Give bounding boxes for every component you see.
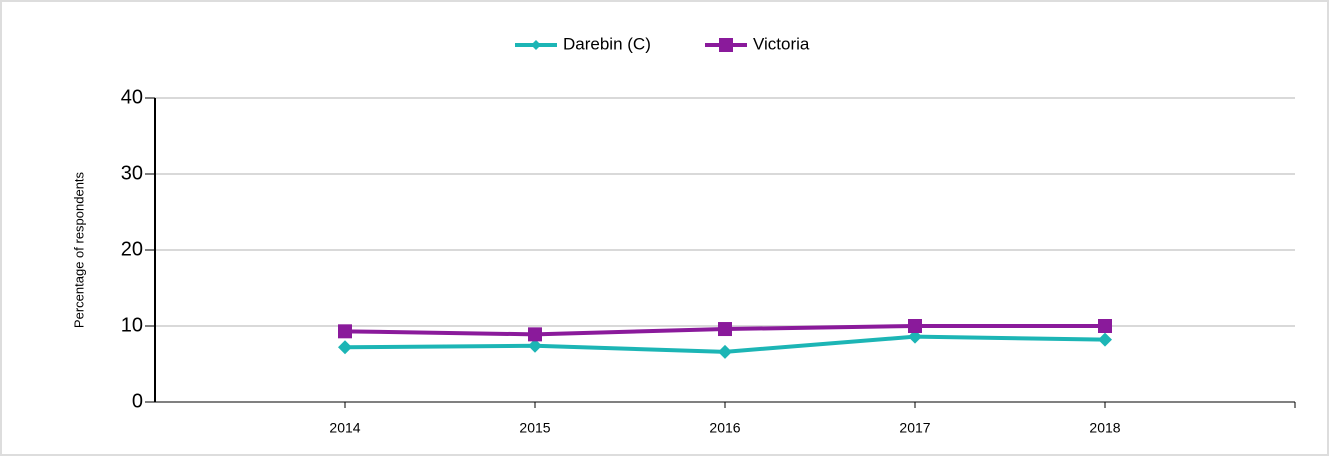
marker [1098, 332, 1112, 347]
y-tick-label: 0 [132, 390, 143, 412]
y-tick-label: 20 [121, 238, 143, 260]
x-tick-label: 2014 [329, 420, 360, 436]
marker [528, 338, 542, 353]
marker [718, 322, 732, 337]
y-tick-label: 30 [121, 162, 143, 184]
legend-marker [531, 40, 541, 50]
marker [338, 324, 352, 339]
marker [908, 329, 922, 344]
x-tick-label: 2016 [709, 420, 740, 436]
x-tick-label: 2015 [519, 420, 550, 436]
marker [1098, 319, 1112, 333]
x-tick-label: 2018 [1089, 420, 1120, 436]
y-tick-label: 40 [121, 86, 143, 108]
legend-marker [719, 38, 733, 52]
legend-item: Darebin (C) [515, 34, 651, 53]
y-axis-label: Percentage of respondents [71, 171, 86, 328]
marker [908, 319, 922, 333]
marker [338, 340, 352, 355]
legend-label: Victoria [753, 34, 810, 53]
legend-item: Victoria [705, 34, 810, 53]
marker [718, 344, 732, 359]
y-tick-label: 10 [121, 314, 143, 336]
marker [528, 327, 542, 342]
x-tick-label: 2017 [899, 420, 930, 436]
legend-label: Darebin (C) [563, 34, 651, 53]
